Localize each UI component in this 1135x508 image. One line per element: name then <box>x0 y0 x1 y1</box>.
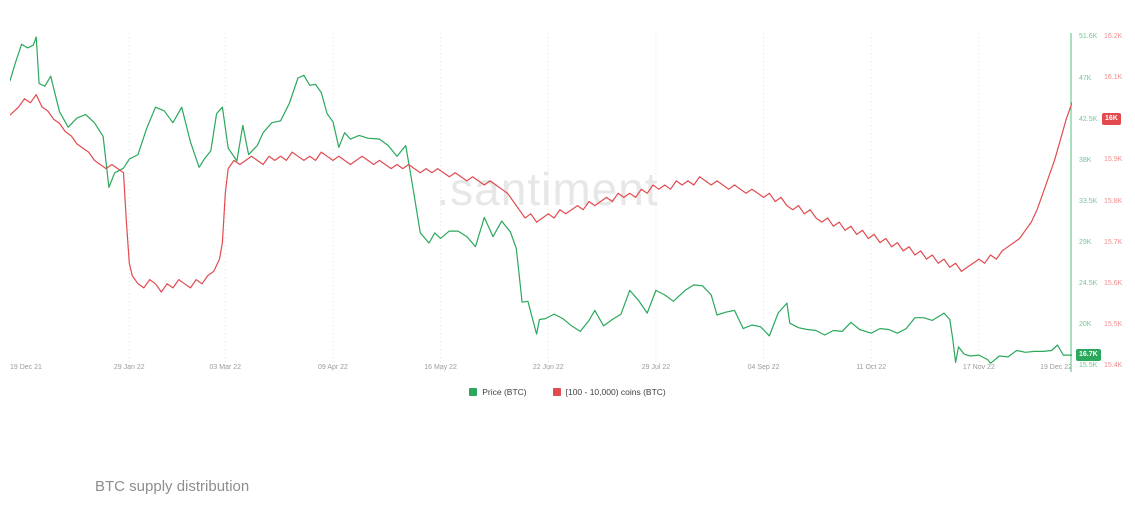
price-y-tick-label: 20K <box>1079 320 1092 328</box>
price-y-tick-label: 42.5K <box>1079 115 1098 123</box>
price-supply-line-chart[interactable] <box>10 0 1072 380</box>
legend-label-supply: [100 - 10,000) coins (BTC) <box>565 387 666 397</box>
price-y-tick-label: 15.5K <box>1079 362 1098 369</box>
chart-caption: BTC supply distribution <box>95 478 250 495</box>
legend-item-price[interactable]: Price (BTC) <box>469 387 527 397</box>
x-tick-label: 19 Dec 22 <box>1040 364 1072 371</box>
price-y-tick-label: 33.5K <box>1079 197 1098 205</box>
supply-y-tick-label: 16.1K <box>1104 74 1123 82</box>
x-tick-label: 22 Jun 22 <box>532 364 564 371</box>
legend-item-supply[interactable]: [100 - 10,000) coins (BTC) <box>552 387 666 397</box>
supply-y-tick-label: 15.7K <box>1104 238 1123 246</box>
series-line-price <box>10 36 1072 364</box>
price-current-badge: 16.7K <box>1076 349 1101 362</box>
supply-y-tick-label: 15.4K <box>1104 362 1123 369</box>
supply-y-tick-label: 16.2K <box>1104 33 1123 40</box>
price-series-swatch-icon <box>469 388 478 396</box>
supply-y-tick-label: 15.5K <box>1104 320 1123 328</box>
series-line-supply <box>10 93 1072 293</box>
price-y-tick-label: 24.5K <box>1079 279 1098 287</box>
x-tick-label: 11 Oct 22 <box>856 364 887 371</box>
price-y-tick-label: 51.6K <box>1079 33 1098 40</box>
plot-area[interactable]: .santiment <box>10 0 1072 380</box>
x-tick-label: 29 Jul 22 <box>641 364 671 371</box>
x-axis: 19 Dec 21 29 Jan 22 03 Mar 22 09 Apr 22 16 M… <box>10 364 1072 376</box>
x-tick-label: 19 Dec 21 <box>10 364 42 371</box>
legend-label-price: Price (BTC) <box>482 387 527 397</box>
supply-series-swatch-icon <box>552 388 561 396</box>
x-tick-label: 04 Sep 22 <box>747 364 780 371</box>
price-y-tick-label: 29K <box>1079 238 1092 246</box>
supply-current-badge: 16K <box>1102 113 1121 126</box>
price-y-tick-label: 47K <box>1079 74 1092 82</box>
x-tick-label: 16 May 22 <box>424 364 457 371</box>
price-y-tick-label: 38K <box>1079 156 1092 164</box>
legend: Price (BTC) [100 - 10,000) coins (BTC) <box>0 387 1135 397</box>
supply-y-tick-label: 15.6K <box>1104 279 1123 287</box>
supply-y-tick-label: 15.9K <box>1104 156 1123 164</box>
x-tick-label: 29 Jan 22 <box>113 364 145 371</box>
supply-y-tick-label: 15.8K <box>1104 197 1123 205</box>
x-tick-label: 17 Nov 22 <box>962 364 995 371</box>
x-tick-label: 03 Mar 22 <box>209 364 242 371</box>
x-tick-label: 09 Apr 22 <box>317 364 348 371</box>
